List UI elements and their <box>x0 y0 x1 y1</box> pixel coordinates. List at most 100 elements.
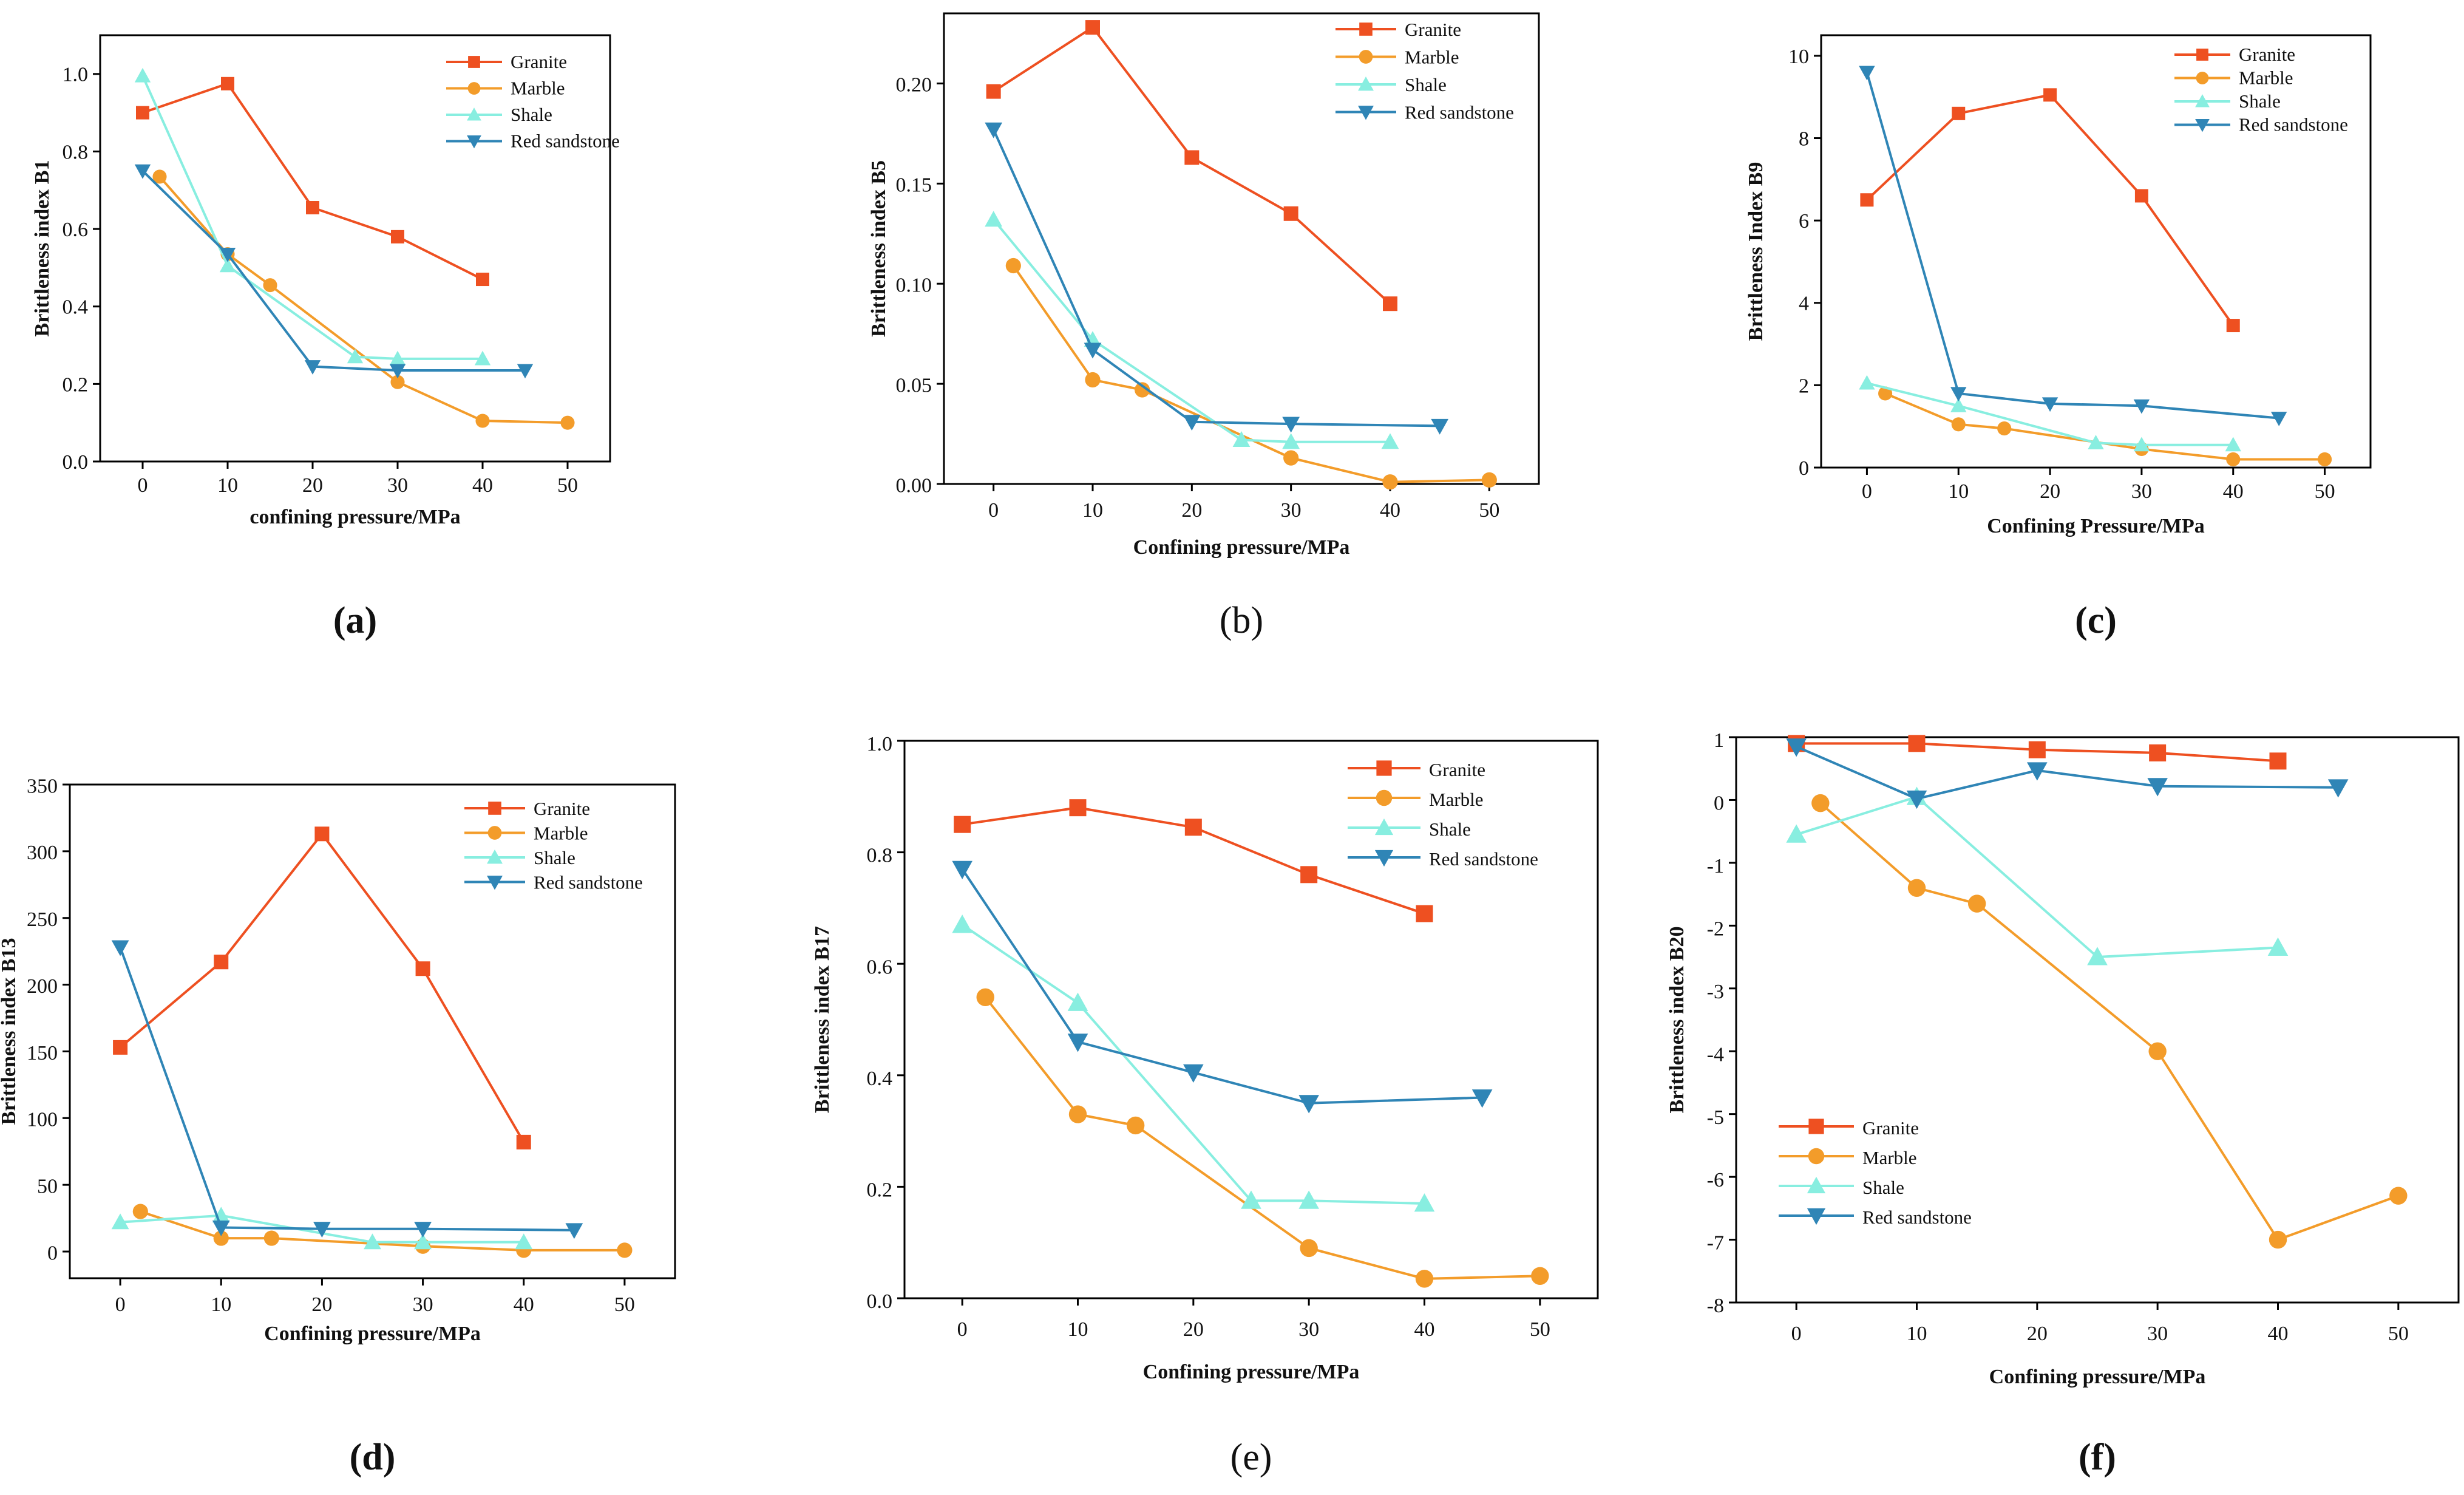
y-tick-label: -3 <box>1707 981 1724 1003</box>
x-axis-title: Confining Pressure/MPa <box>1987 515 2205 537</box>
legend-label: Granite <box>1405 19 1461 40</box>
data-point <box>976 988 994 1006</box>
data-point <box>1067 1034 1088 1052</box>
y-tick-label: 0.6 <box>867 956 893 978</box>
data-point <box>1183 415 1201 431</box>
data-point <box>986 84 1001 99</box>
data-point <box>2087 947 2108 965</box>
data-point <box>1382 474 1398 490</box>
data-point <box>1860 193 1874 207</box>
legend-label: Shale <box>511 104 552 125</box>
x-tick-label: 20 <box>2040 480 2060 503</box>
legend-entry-granite: Granite <box>1779 1117 1919 1139</box>
y-tick-label: -6 <box>1707 1169 1724 1191</box>
y-tick-label: 8 <box>1799 128 1809 150</box>
data-point <box>1481 472 1497 488</box>
data-point <box>475 414 490 428</box>
x-tick-label: 0 <box>1862 480 1872 503</box>
legend-entry-shale: Shale <box>446 104 552 125</box>
y-tick-label: 200 <box>27 975 58 998</box>
legend-label: Marble <box>1862 1147 1917 1168</box>
legend-marker <box>468 56 480 68</box>
data-point <box>1471 1089 1493 1108</box>
data-point <box>2088 435 2104 449</box>
legend-marker <box>2196 72 2209 84</box>
legend-marker <box>1359 50 1373 64</box>
data-point <box>1283 206 1298 221</box>
data-point <box>2327 779 2349 798</box>
data-point <box>219 257 236 273</box>
x-axis-title: Confining pressure/MPa <box>1989 1366 2206 1388</box>
x-tick-label: 40 <box>514 1293 534 1316</box>
data-point <box>414 1233 432 1250</box>
data-point <box>1067 992 1088 1011</box>
legend-entry-shale: Shale <box>2174 90 2281 112</box>
plot-frame <box>943 12 1540 485</box>
data-point <box>1967 894 1986 913</box>
legend-label: Red sandstone <box>1862 1207 1972 1228</box>
legend-marker <box>1807 1208 1826 1225</box>
data-point <box>1950 387 1967 402</box>
data-point <box>952 860 972 879</box>
data-point <box>1126 1116 1145 1135</box>
data-point <box>1383 296 1397 312</box>
data-point <box>1859 375 1875 390</box>
data-point <box>1531 1267 1549 1285</box>
legend-entry-shale: Shale <box>464 847 575 868</box>
legend-label: Red sandstone <box>1405 101 1514 123</box>
y-tick-label: 0.2 <box>63 373 89 396</box>
legend-marker <box>1808 1148 1825 1165</box>
data-point <box>391 230 404 243</box>
data-point <box>111 940 129 956</box>
data-point <box>2043 88 2057 102</box>
chart-panel-a: 0 10 20 30 40 50 0.0 0.2 0.4 0.6 0.8 1.0 confining p… <box>31 34 620 641</box>
x-tick-label: 0 <box>1791 1323 1802 1345</box>
series-line-marble <box>158 175 568 424</box>
data-point <box>1952 106 1966 120</box>
series-line-granite <box>1866 94 2235 327</box>
x-tick-label: 20 <box>311 1293 332 1316</box>
y-tick-label: 10 <box>1788 46 1809 68</box>
panel-label: (a) <box>333 600 377 641</box>
legend-label: Shale <box>1862 1177 1904 1198</box>
data-point <box>414 1222 432 1238</box>
legend-entry-marble: Marble <box>1348 789 1484 810</box>
legend-label: Granite <box>1862 1117 1919 1139</box>
x-tick-label: 20 <box>1181 499 1202 522</box>
data-point <box>2133 399 2150 414</box>
data-point <box>476 273 489 287</box>
y-axis-title: Brittleness index B20 <box>1666 927 1688 1114</box>
y-axis-title: Brittleness index B17 <box>811 926 833 1113</box>
legend-label: Shale <box>1405 74 1447 95</box>
data-point <box>560 415 575 430</box>
y-axis-title: Brittleness Index B9 <box>1745 162 1767 341</box>
data-point <box>1283 450 1299 466</box>
legend-entry-red-sandstone: Red sandstone <box>1348 848 1538 870</box>
legend-label: Shale <box>534 847 575 868</box>
x-tick-label: 40 <box>1414 1318 1435 1341</box>
x-tick-label: 40 <box>472 474 493 497</box>
data-point <box>1878 386 1893 401</box>
legend-marker <box>2195 94 2210 107</box>
x-tick-label: 0 <box>115 1293 126 1316</box>
y-tick-label: 100 <box>27 1109 58 1131</box>
y-tick-label: -2 <box>1707 918 1724 940</box>
x-tick-label: 10 <box>1948 480 1969 503</box>
x-tick-label: 0 <box>957 1318 968 1341</box>
data-point <box>1786 738 1807 757</box>
data-point <box>1005 257 1021 274</box>
x-tick-label: 20 <box>302 474 323 497</box>
x-axis-title: Confining pressure/MPa <box>1143 1361 1360 1383</box>
series-line-marble <box>1884 392 2325 461</box>
data-point <box>2318 452 2332 466</box>
y-tick-label: 0.4 <box>867 1068 893 1090</box>
legend-entry-marble: Marble <box>1336 46 1459 67</box>
y-tick-label: 0 <box>1799 457 1809 480</box>
y-tick-label: 150 <box>27 1042 58 1064</box>
legend-entry-granite: Granite <box>1348 759 1485 780</box>
panel-label: (f) <box>2079 1437 2116 1478</box>
legend-label: Marble <box>511 78 565 99</box>
data-point <box>2226 452 2241 466</box>
y-tick-label: -4 <box>1707 1043 1724 1066</box>
data-point <box>1232 431 1251 447</box>
